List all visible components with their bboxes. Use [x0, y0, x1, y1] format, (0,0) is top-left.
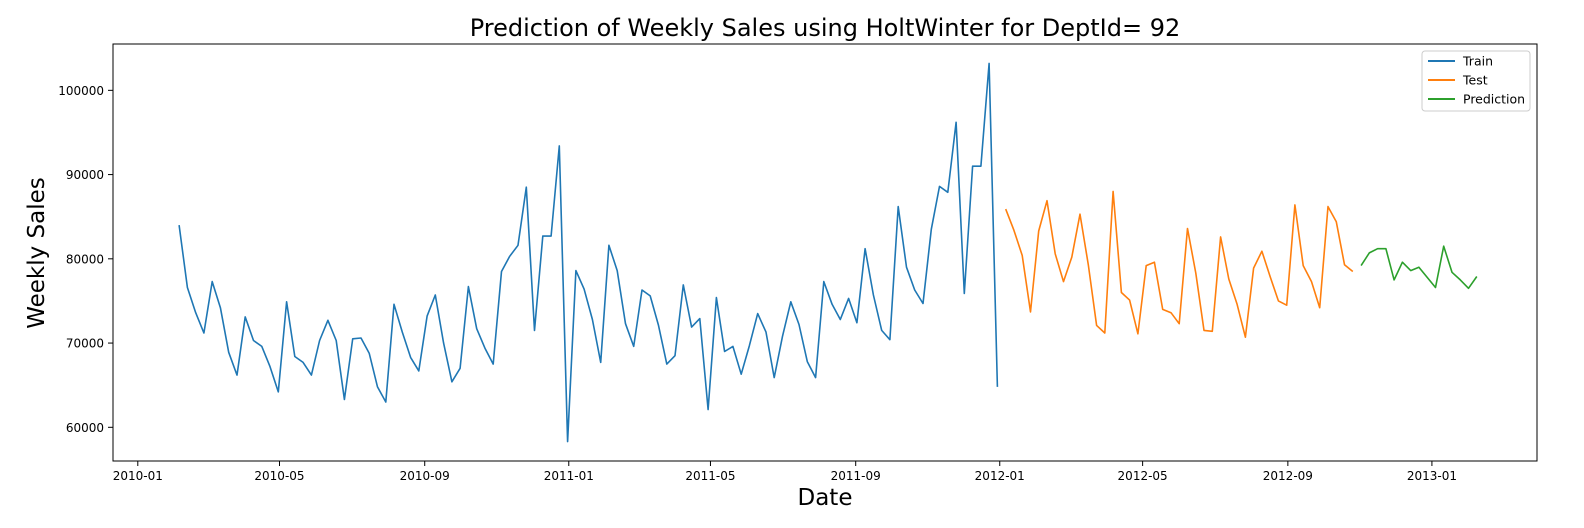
x-tick-label: 2010-01: [113, 469, 163, 483]
x-tick-label: 2011-09: [831, 469, 881, 483]
legend-label-prediction: Prediction: [1463, 92, 1525, 107]
legend-box: [1421, 50, 1531, 112]
x-tick-label: 2012-05: [1118, 469, 1168, 483]
y-tick-label: 70000: [66, 337, 104, 351]
series-line-train: [178, 62, 999, 443]
x-tick-label: 2011-05: [685, 469, 735, 483]
plot-frame: [112, 43, 1538, 462]
x-tick-label: 2013-01: [1407, 469, 1457, 483]
x-tick-label: 2012-09: [1263, 469, 1313, 483]
series-line-prediction: [1360, 245, 1478, 290]
x-tick-label: 2012-01: [975, 469, 1025, 483]
y-axis: 60000 70000 80000 90000 100000: [58, 84, 113, 435]
y-tick-label: 60000: [66, 421, 104, 435]
legend: Train Test Prediction: [1421, 50, 1531, 112]
x-tick-label: 2010-09: [400, 469, 450, 483]
legend-label-test: Test: [1462, 73, 1488, 88]
x-tick-label: 2010-05: [254, 469, 304, 483]
x-tick-label: 2011-01: [544, 469, 594, 483]
x-axis: 2010-01 2010-05 2010-09 2011-01 2011-05 2011-…: [113, 461, 1457, 483]
legend-label-train: Train: [1462, 54, 1493, 69]
x-axis-label: Date: [798, 485, 853, 511]
chart-title: Prediction of Weekly Sales using HoltWin…: [470, 14, 1181, 42]
y-tick-label: 100000: [58, 84, 104, 98]
plot-series: [178, 62, 1478, 443]
series-line-test: [1004, 190, 1354, 339]
y-axis-label: Weekly Sales: [24, 177, 50, 329]
y-tick-label: 90000: [66, 168, 104, 182]
y-tick-label: 80000: [66, 252, 104, 266]
